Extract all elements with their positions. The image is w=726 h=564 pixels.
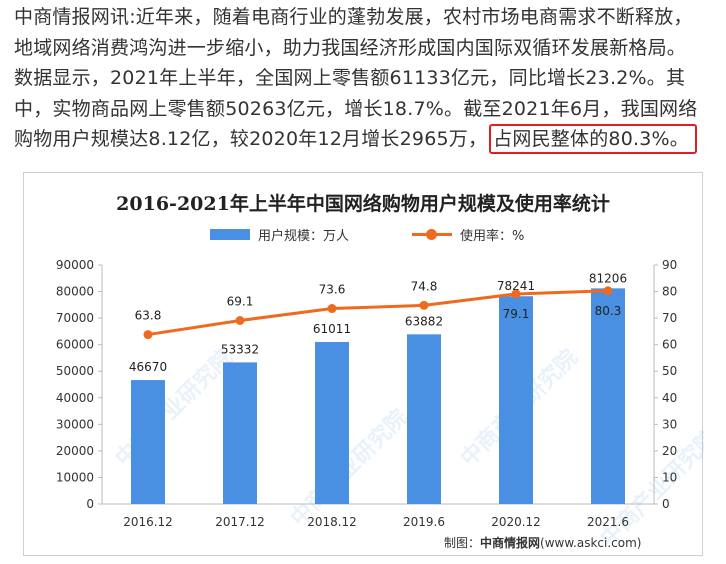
line-point xyxy=(235,316,245,326)
line-data-label: 73.6 xyxy=(319,283,346,297)
bar xyxy=(223,362,257,504)
chart-credit: 制图：中商情报网(www.askci.com) xyxy=(444,534,641,551)
y-tick-right-label: 0 xyxy=(662,497,670,511)
y-tick-left-label: 80000 xyxy=(56,285,94,299)
y-tick-right-label: 70 xyxy=(662,311,677,325)
bar xyxy=(591,288,625,504)
line-point xyxy=(327,304,337,314)
y-tick-right-label: 20 xyxy=(662,444,677,458)
watermark-text: 中商产业研究院 xyxy=(285,404,412,531)
bar-data-label: 53332 xyxy=(221,342,259,356)
chart-card: 2016-2021年上半年中国网络购物用户规模及使用率统计 用户规模：万人 使用… xyxy=(23,172,704,556)
bar-data-label: 78241 xyxy=(497,279,535,293)
bar xyxy=(499,296,533,504)
line-data-label: 69.1 xyxy=(227,295,254,309)
bar xyxy=(131,380,165,504)
line-point xyxy=(419,300,429,310)
x-tick-label: 2021.6 xyxy=(587,515,629,529)
legend-line-swatch xyxy=(412,229,452,240)
legend-bar-swatch xyxy=(210,229,250,240)
line-data-label: 63.8 xyxy=(135,309,162,323)
line-point xyxy=(511,289,521,299)
line-data-label: 80.3 xyxy=(595,304,622,318)
line-data-label: 79.1 xyxy=(503,307,530,321)
chart-title: 2016-2021年上半年中国网络购物用户规模及使用率统计 xyxy=(116,193,610,215)
y-tick-left-label: 10000 xyxy=(56,470,94,484)
y-tick-left-label: 20000 xyxy=(56,444,94,458)
x-tick-label: 2018.12 xyxy=(307,515,357,529)
y-tick-left-label: 0 xyxy=(86,497,94,511)
y-tick-left-label: 30000 xyxy=(56,417,94,431)
line-point xyxy=(603,286,613,296)
article-text: 中商情报网讯:近年来，随着电商行业的蓬勃发展，农村市场电商需求不断释放， 地域网… xyxy=(14,2,714,155)
x-tick-label: 2020.12 xyxy=(491,515,541,529)
bar-data-label: 61011 xyxy=(313,322,351,336)
chart-plot: 中商产业研究院中商产业研究院中商产业研究院中商产业研究院010000200003… xyxy=(56,258,704,552)
y-tick-left-label: 70000 xyxy=(56,311,94,325)
highlighted-stat: 占网民整体的80.3%。 xyxy=(489,124,697,154)
y-tick-right-label: 50 xyxy=(662,364,677,378)
y-tick-left-label: 50000 xyxy=(56,364,94,378)
article-line: 中商情报网讯:近年来，随着电商行业的蓬勃发展，农村市场电商需求不断释放， xyxy=(14,6,693,28)
article-line: 中，实物商品网上零售额50263亿元，增长18.7%。截至2021年6月，我国网… xyxy=(14,97,698,120)
legend-bar-series: 用户规模：万人 xyxy=(210,225,349,244)
bar-data-label: 81206 xyxy=(589,271,627,285)
legend-bar-label: 用户规模：万人 xyxy=(258,229,350,244)
line-point xyxy=(143,330,153,340)
x-tick-label: 2016.12 xyxy=(123,515,173,529)
article-line: 购物用户规模达8.12亿，较2020年12月增长2965万， 占网民整体的80.3… xyxy=(14,124,714,155)
bar xyxy=(315,341,349,504)
x-tick-label: 2017.12 xyxy=(215,515,265,529)
article-line: 数据显示，2021年上半年，全国网上零售额61133亿元，同比增长23.2%。其 xyxy=(14,67,686,89)
x-tick-label: 2019.6 xyxy=(403,515,445,529)
credit-url: (www.askci.com) xyxy=(540,536,642,550)
line-data-label: 74.8 xyxy=(411,279,438,293)
credit-prefix: 制图： xyxy=(444,536,481,550)
y-tick-right-label: 30 xyxy=(662,417,677,431)
line-series xyxy=(147,289,609,337)
bar-data-label: 46670 xyxy=(129,360,167,374)
y-tick-right-label: 10 xyxy=(662,470,677,484)
credit-brand: 中商情报网 xyxy=(480,536,541,550)
y-tick-right-label: 40 xyxy=(662,391,677,405)
y-tick-left-label: 40000 xyxy=(56,391,94,405)
y-tick-left-label: 60000 xyxy=(56,338,94,352)
article-line: 地域网络消费鸿沟进一步缩小，助力我国经济形成国内国际双循环发展新格局。 xyxy=(14,36,687,59)
legend-line-label: 使用率：% xyxy=(460,229,525,244)
y-tick-left-label: 90000 xyxy=(56,258,94,272)
y-tick-right-label: 90 xyxy=(662,258,677,272)
legend-line-series: 使用率：% xyxy=(412,225,524,244)
y-tick-right-label: 60 xyxy=(662,338,677,352)
y-tick-right-label: 80 xyxy=(662,285,677,299)
chart-legend: 用户规模：万人 使用率：% xyxy=(24,225,702,245)
bar xyxy=(407,334,441,504)
bar-data-label: 63882 xyxy=(405,314,443,328)
article-line-text: 购物用户规模达8.12亿，较2020年12月增长2965万， xyxy=(14,128,488,150)
